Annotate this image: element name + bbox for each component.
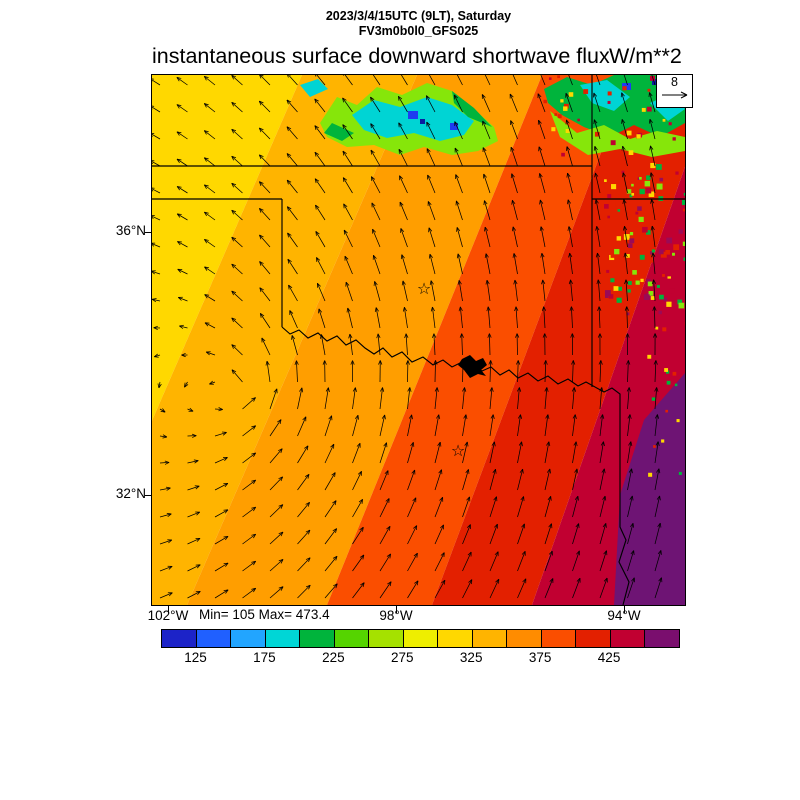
- minmax-stats-label: Min= 105 Max= 473.4: [199, 607, 330, 622]
- axis-tick: [145, 494, 152, 496]
- header-datetime: 2023/3/4/15UTC (9LT), Saturday: [325, 9, 512, 23]
- plot-units-label: W/m**2: [609, 44, 682, 68]
- colorbar-segment: [265, 630, 301, 647]
- colorbar-segment: [300, 630, 335, 647]
- colorbar-segment: [610, 630, 646, 647]
- colorbar-segment: [507, 630, 542, 647]
- axis-tick: [167, 606, 169, 613]
- colorbar-segment: [334, 630, 370, 647]
- colorbar-segment: [162, 630, 197, 647]
- colorbar-tick-label: 125: [184, 650, 207, 665]
- header-model-run: FV3m0b0l0_GFS025: [358, 24, 479, 38]
- colorbar-segment: [541, 630, 577, 647]
- lat-label: 32°N: [115, 486, 146, 501]
- colorbar-segment: [369, 630, 404, 647]
- lon-label: 98°W: [379, 608, 413, 623]
- colorbar-tick-label: 275: [391, 650, 414, 665]
- colorbar-segment: [472, 630, 508, 647]
- plot-title: instantaneous surface downward shortwave…: [152, 44, 610, 68]
- colorbar-segment: [645, 630, 679, 647]
- lon-label: 94°W: [607, 608, 641, 623]
- colorbar-tick-label: 175: [253, 650, 276, 665]
- lon-label: 102°W: [147, 608, 189, 623]
- svg-text:☆: ☆: [417, 281, 431, 298]
- colorbar: [161, 629, 680, 648]
- colorbar-tick-label: 325: [459, 650, 483, 665]
- colorbar-tick-label: 425: [597, 650, 621, 665]
- axis-tick: [395, 606, 397, 613]
- axis-tick: [623, 606, 625, 613]
- reference-vector-box: 8: [656, 74, 693, 108]
- colorbar-segment: [196, 630, 232, 647]
- reference-vector-arrow-icon: [661, 91, 687, 99]
- colorbar-segment: [576, 630, 611, 647]
- axis-tick: [145, 231, 152, 233]
- map-plot: ☆☆: [152, 75, 685, 605]
- colorbar-segment: [438, 630, 473, 647]
- reference-vector-value: 8: [671, 75, 678, 89]
- svg-text:☆: ☆: [451, 443, 465, 460]
- lat-label: 36°N: [115, 223, 146, 238]
- colorbar-segment: [231, 630, 266, 647]
- colorbar-tick-label: 225: [322, 650, 345, 665]
- colorbar-tick-labels: 125 175 225 275 325 375 425: [161, 650, 678, 666]
- colorbar-tick-label: 375: [528, 650, 552, 665]
- colorbar-segment: [403, 630, 439, 647]
